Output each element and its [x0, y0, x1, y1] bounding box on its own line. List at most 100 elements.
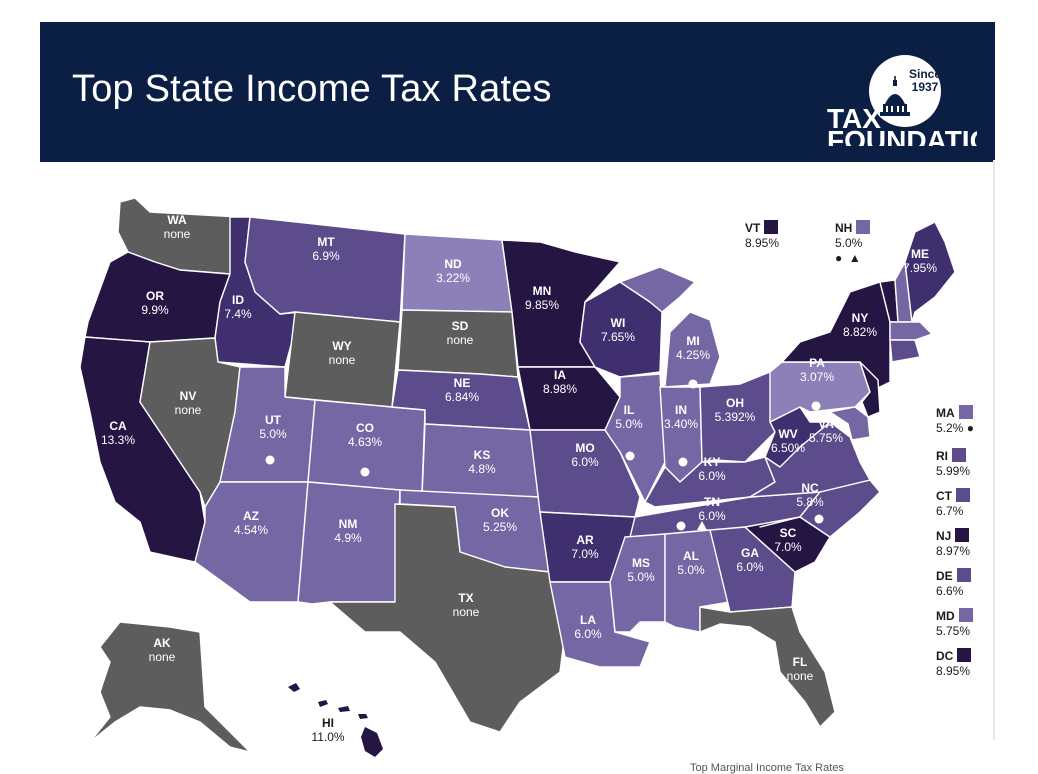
label-ME-abbr: ME: [911, 247, 929, 261]
callout-CT: CT 6.7%: [936, 488, 970, 519]
marker-UT-dot: [265, 455, 275, 465]
logo-foundation: FOUNDATION: [827, 125, 977, 146]
label-PA: PA 3.07%: [800, 356, 834, 384]
label-AR: AR 7.0%: [571, 533, 599, 561]
label-WA-abbr: WA: [167, 213, 187, 227]
swatch-VT: [764, 220, 779, 234]
label-AL: AL 5.0%: [677, 549, 705, 577]
label-OK-abbr: OK: [491, 506, 509, 520]
callout-MD: MD 5.75%: [936, 608, 973, 639]
logo-year: 1937: [912, 80, 939, 94]
label-TX: TX none: [453, 591, 480, 619]
label-UT-rate: 5.0%: [259, 427, 287, 441]
ma-dot-icon: ●: [966, 421, 974, 435]
label-MO: MO 6.0%: [571, 441, 599, 469]
state-KY[interactable]: [644, 456, 776, 508]
state-MA[interactable]: [889, 321, 933, 341]
label-IA: IA 8.98%: [543, 368, 577, 396]
label-WY-rate: none: [329, 353, 356, 367]
label-CO: CO 4.63%: [348, 421, 382, 449]
marker-TN-triangle: [697, 521, 707, 530]
label-MI-abbr: MI: [686, 334, 699, 348]
label-HI-abbr: HI: [322, 716, 334, 730]
label-FL: FL none: [787, 655, 814, 683]
marker-TN-dot: [676, 521, 686, 531]
label-WA-rate: none: [164, 227, 191, 241]
label-FL-abbr: FL: [793, 655, 808, 669]
label-MI-rate: 4.25%: [676, 348, 710, 362]
label-CA-rate: 13.3%: [101, 433, 135, 447]
label-NC-rate: 5.8%: [796, 495, 824, 509]
label-PA-abbr: PA: [809, 356, 825, 370]
label-TN: TN 6.0%: [698, 495, 726, 523]
page-title: Top State Income Tax Rates: [72, 68, 552, 110]
label-LA-rate: 6.0%: [574, 627, 602, 641]
footer-caption: Top Marginal Income Tax Rates: [690, 762, 844, 774]
label-SD-rate: none: [447, 333, 474, 347]
label-AK: AK none: [149, 636, 176, 664]
label-MN: MN 9.85%: [525, 284, 559, 312]
label-NC-abbr: NC: [801, 481, 819, 495]
label-MS: MS 5.0%: [627, 556, 655, 584]
state-AK[interactable]: [89, 621, 251, 753]
label-WI-abbr: WI: [611, 316, 626, 330]
label-KS-rate: 4.8%: [468, 462, 496, 476]
callout-NJ: NJ 8.97%: [936, 528, 971, 558]
marker-NC-dot: [814, 514, 824, 524]
label-KY-abbr: KY: [704, 455, 721, 469]
state-TX[interactable]: [329, 503, 566, 733]
label-WV-abbr: WV: [778, 427, 797, 441]
label-ME-rate: 7.95%: [903, 261, 937, 275]
label-IA-abbr: IA: [554, 368, 566, 382]
label-FL-rate: none: [787, 669, 814, 683]
label-MT-rate: 6.9%: [312, 249, 340, 263]
label-LA-abbr: LA: [580, 613, 596, 627]
label-WY: WY none: [329, 339, 356, 367]
label-IA-rate: 8.98%: [543, 382, 577, 396]
state-WV[interactable]: [764, 406, 831, 468]
label-IL: IL 5.0%: [615, 403, 643, 431]
state-CT-RI[interactable]: [889, 339, 921, 363]
label-IL-abbr: IL: [624, 403, 635, 417]
label-SC: SC 7.0%: [774, 526, 802, 554]
logo-since: Since: [909, 67, 941, 81]
state-IA[interactable]: [517, 366, 621, 431]
nh-markers: ● ▲: [835, 251, 861, 265]
label-OK-rate: 5.25%: [483, 520, 517, 534]
state-FL[interactable]: [699, 606, 836, 728]
label-CA: CA 13.3%: [101, 419, 135, 447]
label-IN-rate: 3.40%: [664, 417, 698, 431]
label-ME: ME 7.95%: [903, 247, 937, 275]
scrollbar-track[interactable]: [993, 160, 995, 740]
callout-RI: RI 5.99%: [936, 448, 971, 478]
label-UT: UT 5.0%: [259, 413, 287, 441]
label-MS-abbr: MS: [632, 556, 650, 570]
label-WY-abbr: WY: [332, 339, 351, 353]
state-GA[interactable]: [709, 526, 796, 613]
state-MD-DE[interactable]: [829, 406, 871, 441]
label-ID-abbr: ID: [232, 293, 244, 307]
state-ME[interactable]: [904, 221, 956, 323]
swatch-NH: [856, 220, 871, 234]
logo-tax: TAX: [827, 103, 881, 134]
label-KY: KY 6.0%: [698, 455, 726, 483]
state-NC[interactable]: [759, 479, 881, 538]
label-CA-abbr: CA: [109, 419, 127, 433]
label-ND-abbr: ND: [444, 257, 462, 271]
label-MN-rate: 9.85%: [525, 298, 559, 312]
label-SD: SD none: [447, 319, 474, 347]
label-KS-abbr: KS: [474, 448, 491, 462]
label-NV-rate: none: [175, 403, 202, 417]
state-AZ[interactable]: [194, 481, 309, 603]
label-MO-rate: 6.0%: [571, 455, 599, 469]
markers: [265, 379, 824, 531]
label-SC-rate: 7.0%: [774, 540, 802, 554]
label-MT: MT 6.9%: [312, 235, 340, 263]
callout-NH: NH 5.0% ● ▲: [835, 220, 871, 266]
state-HI[interactable]: [288, 683, 383, 757]
label-NV-abbr: NV: [180, 389, 197, 403]
label-AK-rate: none: [149, 650, 176, 664]
label-AL-abbr: AL: [683, 549, 699, 563]
label-AR-abbr: AR: [576, 533, 594, 547]
label-AZ-rate: 4.54%: [234, 523, 268, 537]
